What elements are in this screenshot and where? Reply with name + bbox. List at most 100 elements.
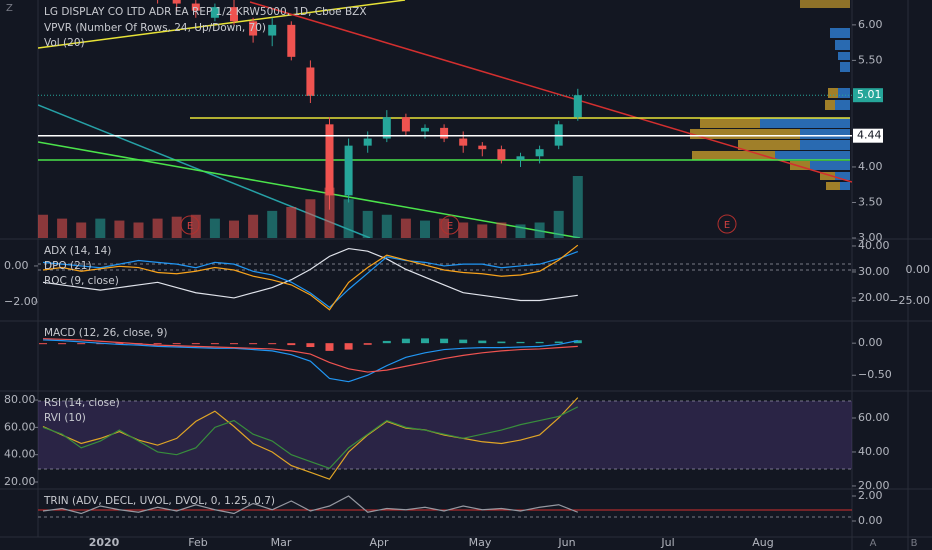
- candle-body: [497, 149, 506, 160]
- volume-bar: [229, 220, 239, 238]
- ui-icon: B: [911, 538, 918, 549]
- x-tick-label: Jul: [660, 536, 674, 549]
- volume-bar: [114, 220, 125, 238]
- candle-body: [287, 24, 296, 57]
- candle-body: [459, 138, 468, 146]
- candle-body: [382, 117, 391, 139]
- volume-bar: [553, 210, 564, 238]
- histogram-bar: [535, 341, 544, 344]
- volume-bar: [286, 207, 297, 238]
- histogram-bar: [115, 343, 124, 345]
- ui-icon: Z: [6, 3, 13, 14]
- volume-bar: [362, 210, 373, 238]
- histogram-bar: [230, 343, 238, 345]
- candle-body: [230, 7, 238, 22]
- legend-label: ADX (14, 14): [44, 245, 111, 257]
- volume-bar: [133, 222, 144, 238]
- price-label: 4.44: [857, 129, 882, 142]
- histogram-bar: [363, 343, 372, 345]
- histogram-bar: [210, 343, 219, 345]
- volume-bar: [477, 224, 488, 238]
- y-tick-label: 40.00: [858, 445, 890, 458]
- histogram-bar: [401, 338, 410, 344]
- y-tick-label: 0.00: [858, 336, 883, 349]
- candle-body: [306, 67, 315, 96]
- histogram-bar: [459, 339, 468, 344]
- x-tick-label: Aug: [752, 536, 773, 549]
- y-tick-label: 2.00: [858, 489, 883, 502]
- indicator-line: [42, 247, 578, 302]
- ui-icon: A: [870, 538, 877, 549]
- indicator-line: [42, 250, 579, 309]
- volume-bar: [248, 214, 259, 238]
- y-tick-label: 4.00: [858, 160, 883, 173]
- volume-bar: [190, 214, 201, 238]
- y-tick-label: 3.00: [858, 231, 883, 244]
- earnings-marker: [440, 215, 460, 235]
- y-tick-label: 3.50: [858, 195, 883, 208]
- earnings-label: E: [724, 220, 730, 231]
- histogram-bar: [516, 341, 525, 344]
- x-tick-label: May: [469, 536, 492, 549]
- indicator-line: [42, 244, 579, 311]
- volume-bar: [76, 222, 87, 238]
- volume-bar: [515, 224, 526, 238]
- candle-body: [325, 124, 334, 196]
- indicator-line: [42, 406, 579, 470]
- candle-body: [172, 0, 181, 4]
- candle-body: [516, 156, 525, 160]
- earnings-marker: [180, 215, 200, 235]
- volume-bar: [439, 218, 450, 238]
- y-tick-label: 6.00: [858, 18, 883, 31]
- histogram-bar: [58, 343, 67, 345]
- candle-body: [535, 149, 544, 157]
- x-tick-label: 2020: [89, 536, 120, 549]
- volume-bar: [209, 218, 220, 238]
- candle-body: [440, 127, 449, 139]
- x-tick-label: Mar: [271, 536, 292, 549]
- y-tick-label: 60.00: [858, 411, 890, 424]
- legend-label: DPO (21): [44, 260, 92, 272]
- histogram-bar: [440, 338, 449, 344]
- histogram-bar: [153, 343, 162, 345]
- legend-label: ROC (9, close): [44, 275, 119, 287]
- volume-bar: [496, 222, 507, 238]
- volume-bar: [572, 176, 583, 238]
- y-tick-label: 30.00: [858, 265, 890, 278]
- candle-body: [573, 95, 582, 118]
- legend-label: VPVR (Number Of Rows, 24, Up/Down, 70): [44, 22, 266, 34]
- volume-bar: [343, 199, 354, 238]
- volume-profile: [690, 0, 850, 190]
- y-tick-label: 0.00: [906, 263, 931, 276]
- histogram-bar: [77, 343, 86, 345]
- earnings-label: E: [447, 221, 453, 232]
- earnings-label: E: [187, 221, 193, 232]
- histogram-bar: [39, 343, 47, 345]
- legend-label: RVI (10): [44, 412, 86, 424]
- histogram-bar: [421, 338, 429, 344]
- x-tick-label: Apr: [369, 536, 389, 549]
- legend-label: MACD (12, 26, close, 9): [44, 327, 167, 339]
- x-tick-label: Jun: [557, 536, 575, 549]
- chart-title: LG DISPLAY CO LTD ADR EA REP 1/2 KRW5000…: [44, 6, 367, 18]
- volume-bar: [458, 222, 469, 238]
- candle-body: [344, 145, 353, 196]
- candle-body: [268, 24, 277, 36]
- volume-bar: [152, 218, 163, 238]
- indicator-line: [42, 339, 578, 383]
- candle-body: [401, 117, 410, 132]
- histogram-bar: [249, 343, 258, 345]
- volume-bar: [95, 218, 106, 238]
- y-tick-label: 5.50: [858, 53, 883, 66]
- volume-bar: [381, 214, 392, 238]
- volume-bar: [267, 210, 278, 238]
- y-tick-label: 40.00: [4, 448, 36, 461]
- volume-bar: [38, 214, 48, 238]
- histogram-bar: [497, 341, 506, 344]
- volume-bar: [305, 199, 316, 238]
- histogram-bar: [344, 343, 353, 350]
- y-tick-label: 20.00: [858, 479, 890, 492]
- legend-label: RSI (14, close): [44, 397, 120, 409]
